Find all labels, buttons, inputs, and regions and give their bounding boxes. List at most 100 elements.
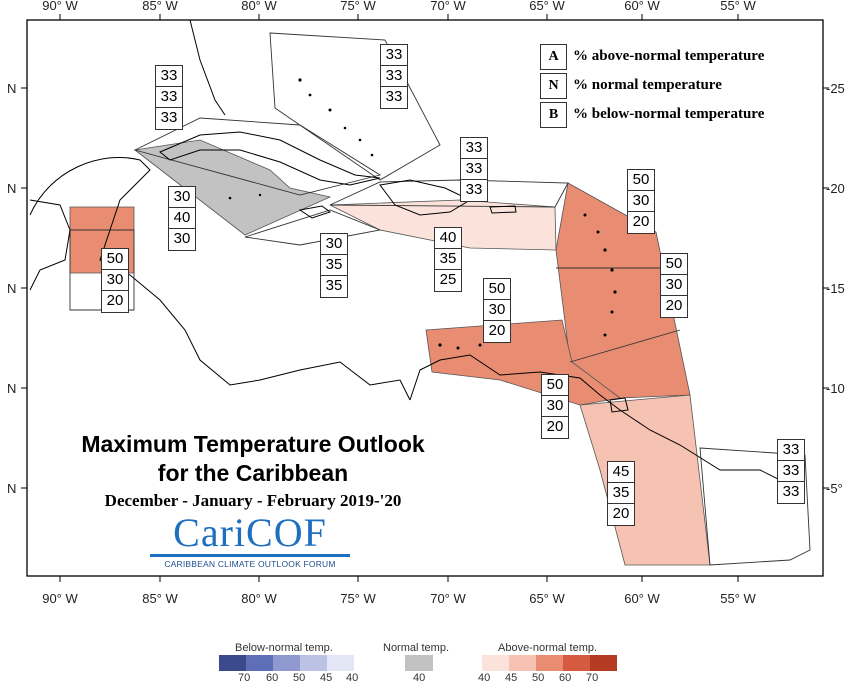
region-cuba-outline <box>133 117 382 196</box>
region-belize-extended-outline <box>69 229 135 311</box>
top-lon-label-90: 90° W <box>42 0 78 13</box>
legend-text-above: % above-normal temperature <box>573 48 765 64</box>
prob-above: 33 <box>156 66 182 87</box>
scale-tick-above-60: 60 <box>559 672 572 684</box>
prob-box-belize: 50 30 20 <box>101 248 129 313</box>
prob-above: 30 <box>169 187 195 208</box>
legend-key-below: B <box>540 101 567 128</box>
scale-tick-above-50: 50 <box>532 672 545 684</box>
prob-box-greater-antilles-south: 30 35 35 <box>320 233 348 298</box>
legend-text-below: % below-normal temperature <box>573 106 765 122</box>
coast-puerto-rico <box>489 205 517 214</box>
prob-box-trinidad-tobago: 50 30 20 <box>541 374 569 439</box>
prob-box-windward: 50 30 20 <box>660 253 688 318</box>
prob-box-guyana: 45 35 20 <box>607 461 635 526</box>
prob-above: 50 <box>542 375 568 396</box>
map-title-block: Maximum Temperature Outlook for the Cari… <box>38 430 468 512</box>
map-title-line2: for the Caribbean <box>157 460 349 486</box>
scale-swatch-above-70 <box>590 655 617 671</box>
prob-below: 20 <box>546 418 564 435</box>
region-guianas-fill <box>579 394 711 566</box>
prob-normal: 33 <box>778 461 804 482</box>
coastlines <box>29 19 801 491</box>
scale-swatch-above-50 <box>536 655 563 671</box>
scale-tick-below-60: 60 <box>266 672 279 684</box>
right-lat-label-15: -15° <box>826 281 845 296</box>
scale-swatch-below-45 <box>300 655 327 671</box>
right-lat-label-20: -20° <box>826 181 845 196</box>
bottom-lon-label-70: 70° W <box>430 591 466 606</box>
scale-swatch-normal-40 <box>405 655 433 671</box>
scale-title-normal: Normal temp. <box>383 642 450 654</box>
scale-swatch-above-40 <box>482 655 509 671</box>
bottom-lon-label-55: 55° W <box>720 591 756 606</box>
left-lat-label-5: N <box>7 481 16 496</box>
scale-swatch-above-60 <box>563 655 590 671</box>
prob-below: 20 <box>612 505 630 522</box>
scale-swatch-below-50 <box>273 655 300 671</box>
legend-key-normal: N <box>540 72 567 99</box>
top-lon-label-70: 70° W <box>430 0 466 13</box>
prob-normal: 30 <box>661 275 687 296</box>
prob-below: 25 <box>439 271 457 288</box>
abn-legend: A % above-normal temperature N % normal … <box>540 42 764 129</box>
top-lon-label-65: 65° W <box>529 0 565 13</box>
bottom-longitude-axis: 90° W 85° W 80° W 75° W 70° W 65° W 60° … <box>42 576 756 606</box>
prob-below: 33 <box>160 109 178 126</box>
bottom-lon-label-65: 65° W <box>529 591 565 606</box>
prob-box-hispaniola: 40 35 25 <box>434 227 462 292</box>
scale-tick-above-45: 45 <box>505 672 518 684</box>
map-title: Maximum Temperature Outlook <box>81 431 425 457</box>
left-lat-label-15: N <box>7 281 16 296</box>
legend-key-above: A <box>540 43 567 70</box>
prob-normal: 33 <box>461 159 487 180</box>
scale-tick-below-50: 50 <box>293 672 306 684</box>
bottom-lon-label-90: 90° W <box>42 591 78 606</box>
prob-below: 33 <box>782 483 800 500</box>
prob-normal: 35 <box>435 249 461 270</box>
right-lat-label-25: -25° <box>826 81 845 96</box>
prob-above: 45 <box>608 462 634 483</box>
scale-tick-above-70: 70 <box>586 672 599 684</box>
coast-trinidad <box>609 397 629 413</box>
prob-box-turks-caicos: 33 33 33 <box>460 137 488 202</box>
prob-normal: 35 <box>608 483 634 504</box>
prob-box-leeward: 50 30 20 <box>627 169 655 234</box>
legend-row-below: B % below-normal temperature <box>540 100 764 129</box>
prob-normal: 35 <box>321 255 347 276</box>
left-latitude-axis: N N N N N <box>7 81 27 496</box>
prob-below: 33 <box>465 181 483 198</box>
bottom-lon-label-75: 75° W <box>340 591 376 606</box>
legend-row-normal: N % normal temperature <box>540 71 764 100</box>
prob-normal: 30 <box>484 300 510 321</box>
island-dots <box>228 78 617 350</box>
prob-below: 20 <box>106 292 124 309</box>
prob-above: 33 <box>381 45 407 66</box>
prob-above: 40 <box>435 228 461 249</box>
bottom-lon-label-80: 80° W <box>241 591 277 606</box>
scale-tick-above-40: 40 <box>478 672 491 684</box>
top-lon-label-85: 85° W <box>142 0 178 13</box>
prob-below: 35 <box>325 277 343 294</box>
prob-box-bahamas: 33 33 33 <box>380 44 408 109</box>
right-lat-label-10: -10° <box>826 381 845 396</box>
prob-below: 30 <box>173 230 191 247</box>
region-outlines <box>69 32 811 566</box>
prob-above: 33 <box>778 440 804 461</box>
scale-tick-below-70: 70 <box>238 672 251 684</box>
scale-title-below: Below-normal temp. <box>235 642 333 654</box>
left-lat-label-25: N <box>7 81 16 96</box>
scale-tick-below-40: 40 <box>346 672 359 684</box>
right-lat-label-5: -5° <box>826 481 843 496</box>
region-bahamas-outline <box>269 32 441 181</box>
scale-title-above: Above-normal temp. <box>498 642 598 654</box>
left-lat-label-20: N <box>7 181 16 196</box>
prob-normal: 40 <box>169 208 195 229</box>
prob-normal: 30 <box>102 270 128 291</box>
scale-swatch-below-60 <box>246 655 273 671</box>
scale-swatch-below-70 <box>219 655 246 671</box>
caricof-logo: CariCOF CARIBBEAN CLIMATE OUTLOOK FORUM <box>150 512 350 569</box>
prob-box-abc-islands: 50 30 20 <box>483 278 511 343</box>
top-lon-label-60: 60° W <box>624 0 660 13</box>
prob-below: 20 <box>632 213 650 230</box>
